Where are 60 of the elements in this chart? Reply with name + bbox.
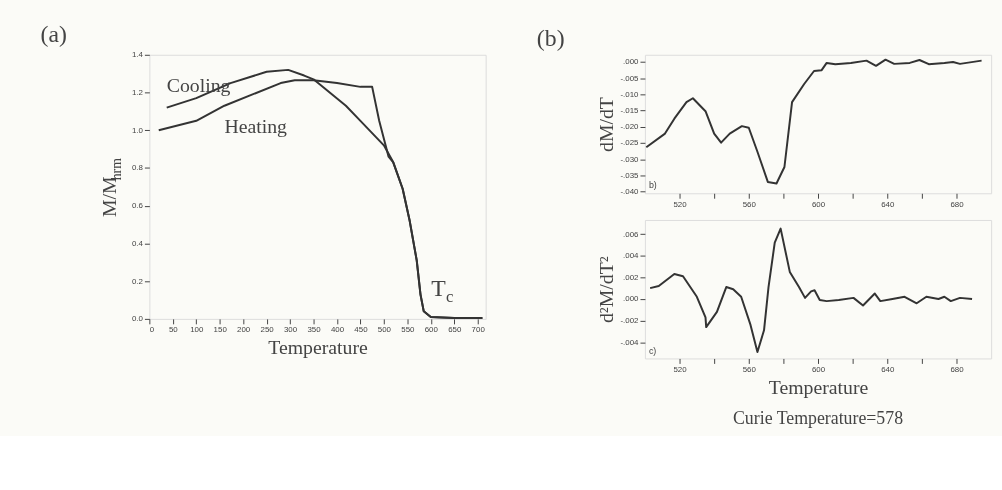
annotation: c) — [648, 345, 657, 356]
y-tick-label: -.005 — [620, 73, 640, 83]
x-tick-label: 640 — [881, 364, 895, 374]
y-tick-label: 0.6 — [131, 201, 144, 211]
x-tick-label: 600 — [424, 325, 439, 335]
y-tick-label: -.030 — [620, 154, 640, 164]
y-tick-label: 1.4 — [131, 50, 144, 60]
y-tick-label: .000 — [623, 57, 640, 67]
y-tick-label: -.035 — [620, 170, 640, 180]
chart-title: (a) — [40, 20, 67, 47]
x-tick-label: 300 — [283, 325, 298, 335]
x-tick-label: 100 — [190, 325, 204, 335]
text: Curie Temperature=578 — [732, 407, 904, 428]
x-tick-label: 450 — [354, 325, 369, 335]
x-axis-title: Temperature — [768, 375, 869, 398]
x-tick-label: 520 — [673, 364, 688, 374]
x-tick-label: 400 — [330, 325, 345, 335]
x-tick-label: 50 — [168, 325, 179, 335]
x-tick-label: 600 — [811, 364, 826, 374]
y-tick-label: 0.8 — [131, 163, 144, 173]
y-tick-label: -.004 — [620, 337, 640, 347]
y-tick-label: -.015 — [620, 106, 640, 116]
x-tick-label: 350 — [307, 325, 322, 335]
y-tick-label: 0.2 — [131, 276, 143, 286]
x-tick-label: 550 — [401, 325, 416, 335]
y-tick-label: -.002 — [620, 316, 639, 326]
x-tick-label: 640 — [881, 199, 895, 209]
y-tick-label: -.025 — [620, 138, 640, 148]
x-tick-label: 200 — [237, 325, 251, 335]
y-tick-label: 0.4 — [131, 238, 144, 248]
y-tick-label: .000 — [623, 294, 640, 304]
x-tick-label: 560 — [742, 199, 757, 209]
annotation: b) — [648, 180, 657, 191]
y-tick-label: .002 — [623, 272, 639, 282]
x-tick-label: 680 — [950, 364, 965, 374]
y-tick-label: .006 — [623, 229, 640, 239]
y-tick-label: 1.2 — [131, 87, 143, 97]
chart-title: (b) — [536, 24, 565, 51]
y-tick-label: -.020 — [620, 122, 640, 132]
x-tick-label: 0 — [149, 325, 155, 335]
x-tick-label: 680 — [950, 199, 965, 209]
x-tick-label: 520 — [673, 199, 688, 209]
y-tick-label: -.010 — [620, 89, 640, 99]
y-axis-title: M/Mhrm — [97, 157, 124, 218]
y-axis-title: d²M/dT² — [594, 256, 617, 324]
x-tick-label: 560 — [742, 364, 757, 374]
x-tick-label: 150 — [213, 325, 228, 335]
x-tick-label: 600 — [811, 199, 826, 209]
x-tick-label: 250 — [260, 325, 275, 335]
y-tick-label: 1.0 — [131, 125, 144, 135]
y-tick-label: -.040 — [620, 187, 640, 197]
y-tick-label: 0.0 — [131, 314, 144, 324]
series-label: Cooling — [166, 73, 231, 96]
x-tick-label: 650 — [448, 325, 462, 335]
x-tick-label: 500 — [377, 325, 392, 335]
series-label: Heating — [224, 115, 288, 138]
y-tick-label: .004 — [623, 251, 640, 261]
y-axis-title: dM/dT — [594, 97, 617, 152]
x-axis-title: Temperature — [268, 336, 369, 359]
x-tick-label: 700 — [471, 325, 486, 335]
